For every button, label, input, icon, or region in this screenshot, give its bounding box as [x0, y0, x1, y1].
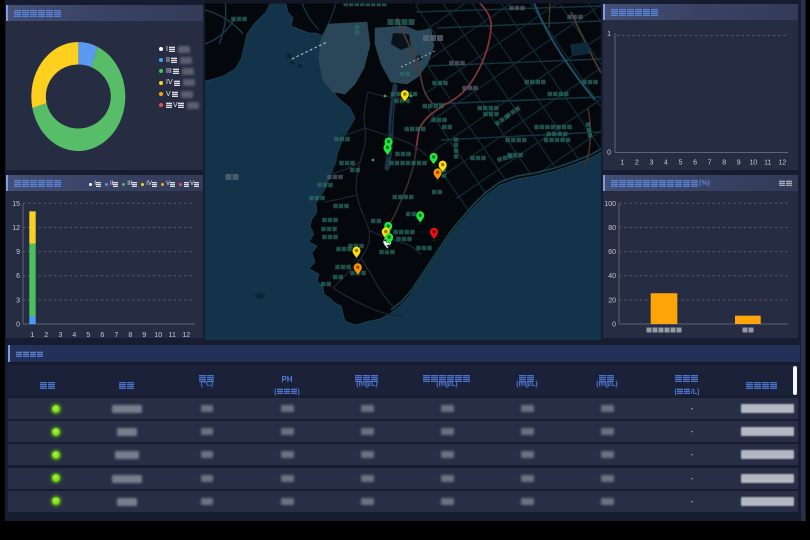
- svg-text:40: 40: [608, 273, 616, 280]
- svg-text:15: 15: [12, 201, 20, 208]
- svg-text:6: 6: [16, 273, 20, 280]
- svg-text:80: 80: [608, 225, 616, 232]
- svg-text:3: 3: [649, 160, 653, 167]
- svg-text:12: 12: [778, 160, 786, 167]
- svg-text:2: 2: [635, 160, 639, 167]
- svg-text:8: 8: [128, 332, 132, 339]
- svg-text:6: 6: [693, 160, 697, 167]
- svg-text:1: 1: [30, 332, 34, 339]
- svg-text:3: 3: [16, 297, 20, 304]
- svg-text:4: 4: [664, 160, 668, 167]
- svg-text:9: 9: [16, 249, 20, 256]
- svg-text:4: 4: [72, 332, 76, 339]
- svg-text:7: 7: [114, 332, 118, 339]
- svg-text:7: 7: [708, 160, 712, 167]
- svg-text:3: 3: [58, 332, 62, 339]
- svg-text:5: 5: [679, 160, 683, 167]
- svg-text:2: 2: [44, 332, 48, 339]
- svg-text:0: 0: [607, 150, 611, 157]
- svg-text:9: 9: [142, 332, 146, 339]
- svg-text:5: 5: [86, 332, 90, 339]
- svg-text:1: 1: [607, 31, 611, 38]
- svg-text:12: 12: [182, 332, 190, 339]
- svg-text:12: 12: [12, 225, 20, 232]
- svg-text:0: 0: [612, 322, 616, 329]
- svg-text:1: 1: [620, 160, 624, 167]
- svg-text:100: 100: [604, 201, 616, 208]
- svg-text:11: 11: [764, 160, 771, 167]
- svg-text:60: 60: [608, 249, 616, 256]
- svg-text:9: 9: [737, 160, 741, 167]
- svg-text:10: 10: [749, 160, 757, 167]
- svg-text:20: 20: [608, 297, 616, 304]
- svg-text:6: 6: [100, 332, 104, 339]
- svg-text:11: 11: [169, 332, 176, 339]
- svg-text:8: 8: [722, 160, 726, 167]
- svg-text:0: 0: [16, 322, 20, 329]
- svg-text:10: 10: [154, 332, 162, 339]
